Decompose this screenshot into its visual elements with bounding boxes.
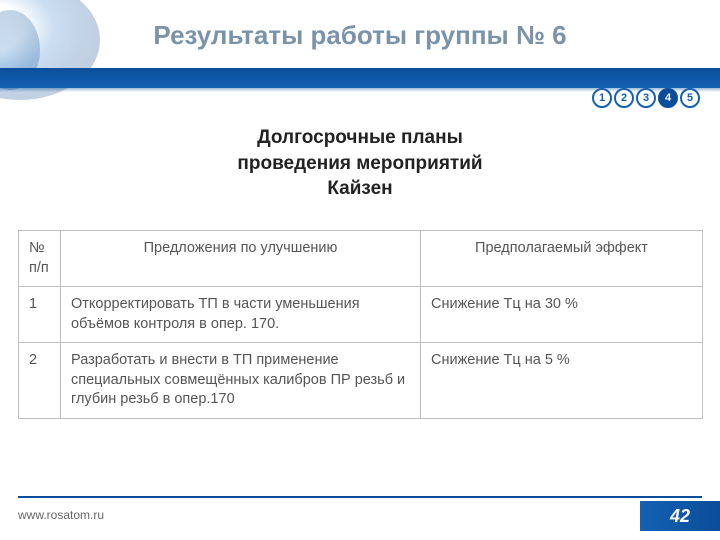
table-header-cell: Предполагаемый эффект xyxy=(421,231,703,287)
table-header-row: № п/п Предложения по улучшению Предполаг… xyxy=(19,231,703,287)
step-circle-3: 3 xyxy=(636,88,656,108)
page-title: Результаты работы группы № 6 xyxy=(0,20,720,51)
table-cell-idx: 1 xyxy=(19,287,61,343)
kaizen-table: № п/п Предложения по улучшению Предполаг… xyxy=(18,230,703,419)
table-row: 1Откорректировать ТП в части уменьшения … xyxy=(19,287,703,343)
step-circle-5: 5 xyxy=(680,88,700,108)
table-cell-proposal: Разработать и внести в ТП применение спе… xyxy=(61,343,421,419)
slide: Результаты работы группы № 6 12345 Долго… xyxy=(0,0,720,540)
page-number: 42 xyxy=(670,506,690,527)
step-indicator: 12345 xyxy=(592,88,700,108)
subtitle-line: Кайзен xyxy=(0,176,720,202)
subtitle-line: Долгосрочные планы xyxy=(0,125,720,151)
table-row: 2Разработать и внести в ТП применение сп… xyxy=(19,343,703,419)
page-number-badge: 42 xyxy=(640,501,720,531)
step-circle-4: 4 xyxy=(658,88,678,108)
table-cell-effect: Снижение Тц на 5 % xyxy=(421,343,703,419)
table-cell-proposal: Откорректировать ТП в части уменьшения о… xyxy=(61,287,421,343)
title-underline-bar xyxy=(0,68,720,88)
step-circle-2: 2 xyxy=(614,88,634,108)
title-area: Результаты работы группы № 6 xyxy=(0,0,720,100)
table-header-cell: № п/п xyxy=(19,231,61,287)
subtitle: Долгосрочные планы проведения мероприяти… xyxy=(0,125,720,202)
subtitle-line: проведения мероприятий xyxy=(0,151,720,177)
footer-url: www.rosatom.ru xyxy=(18,508,104,522)
table-cell-idx: 2 xyxy=(19,343,61,419)
table-cell-effect: Снижение Тц на 30 % xyxy=(421,287,703,343)
step-circle-1: 1 xyxy=(592,88,612,108)
table-header-cell: Предложения по улучшению xyxy=(61,231,421,287)
footer-divider xyxy=(18,496,702,498)
